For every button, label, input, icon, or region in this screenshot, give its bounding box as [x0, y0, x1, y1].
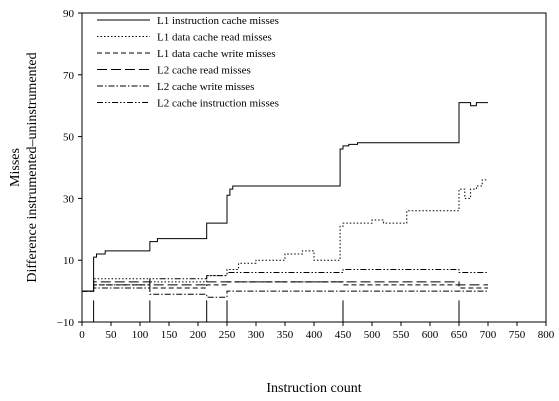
legend-label: L1 instruction cache misses	[157, 15, 279, 27]
x-tick-label: 400	[306, 329, 323, 341]
y-tick-label: −10	[57, 317, 75, 329]
legend-label: L1 data cache write misses	[157, 48, 276, 60]
series-line	[82, 287, 488, 298]
y-axis-label-secondary: Difference instrumented–uninstrumented	[25, 52, 40, 282]
x-tick-label: 500	[364, 329, 381, 341]
x-tick-label: 600	[422, 329, 439, 341]
legend-label: L2 cache read misses	[157, 65, 251, 77]
x-axis-label: Instruction count	[266, 381, 361, 396]
x-tick-label: 0	[79, 329, 85, 341]
x-axis-ticks: 0 50 100 150 200 250 300 350 400 450 500 550 600 650 7…	[79, 322, 555, 341]
legend-label: L1 data cache read misses	[157, 32, 272, 44]
legend: L1 instruction cache misses L1 data cache…	[97, 15, 279, 110]
x-tick-label: 200	[190, 329, 207, 341]
series-line	[82, 268, 488, 292]
series-line	[82, 281, 488, 292]
x-tick-label: 300	[248, 329, 265, 341]
plot-frame	[81, 12, 547, 323]
series-line	[82, 281, 488, 292]
y-tick-label: 50	[63, 132, 75, 144]
plot-border	[81, 12, 547, 323]
x-tick-label: 50	[106, 329, 118, 341]
x-tick-label: 800	[538, 329, 555, 341]
y-tick-label: 30	[63, 193, 75, 205]
y-axis-ticks: −10 10 30 50 70 90	[57, 8, 82, 329]
series-layer	[82, 102, 488, 298]
y-tick-label: 10	[63, 255, 75, 267]
y-tick-label: 70	[63, 70, 75, 82]
y-tick-label: 90	[63, 8, 75, 20]
legend-label: L2 cache write misses	[157, 81, 254, 93]
x-tick-label: 250	[219, 329, 236, 341]
x-tick-label: 700	[480, 329, 497, 341]
y-axis-label: Misses	[8, 148, 23, 187]
x-tick-label: 450	[335, 329, 352, 341]
x-tick-label: 550	[393, 329, 410, 341]
series-line	[82, 102, 488, 292]
x-tick-label: 150	[161, 329, 178, 341]
legend-label: L2 cache instruction misses	[157, 98, 279, 110]
x-tick-label: 650	[451, 329, 468, 341]
series-line	[82, 179, 488, 292]
vertical-markers	[93, 300, 460, 322]
x-tick-label: 350	[277, 329, 294, 341]
x-tick-label: 750	[509, 329, 526, 341]
x-tick-label: 100	[132, 329, 149, 341]
